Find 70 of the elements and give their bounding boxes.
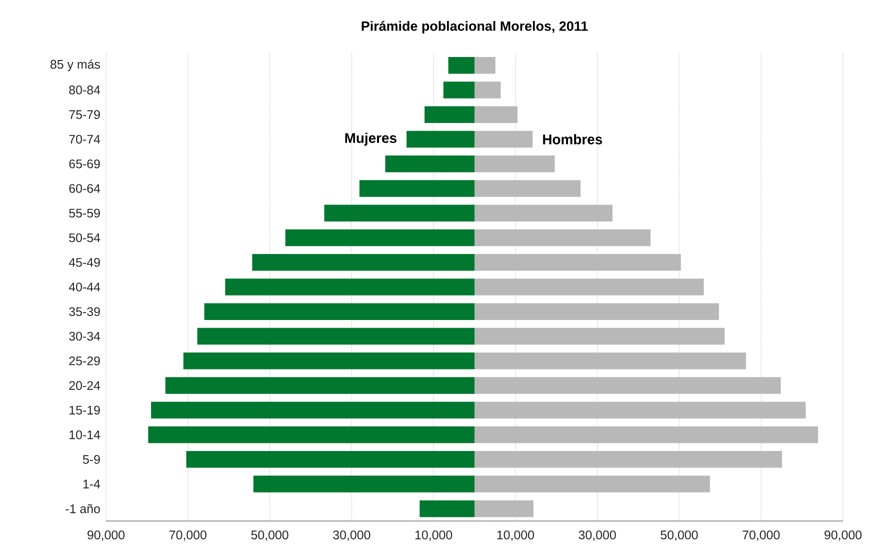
bar: [252, 254, 475, 271]
bar: [474, 56, 496, 74]
bar: [474, 130, 533, 148]
y-tick-label: 1-4: [83, 480, 100, 488]
bar: [253, 476, 475, 492]
bar: [148, 426, 475, 444]
bar: [165, 377, 475, 394]
chart-title: Pirámide poblacional Morelos, 2011: [362, 20, 588, 34]
bar: [474, 500, 534, 518]
bar: [424, 106, 475, 123]
bar: [443, 82, 475, 98]
y-tick-label: 35-39: [69, 307, 100, 316]
y-tick-label: -1 año: [66, 504, 100, 514]
bar: [474, 229, 651, 246]
bar: [474, 180, 581, 197]
bar: [474, 278, 704, 296]
bar: [474, 426, 818, 444]
bar: [474, 204, 612, 222]
bar: [474, 254, 681, 271]
bar: [359, 180, 475, 197]
bar: [420, 500, 475, 518]
x-tick-label: 10,000: [415, 530, 452, 541]
bar: [474, 476, 710, 492]
bar: [474, 328, 725, 345]
y-tick-label: 80-84: [69, 86, 100, 94]
x-tick-label: 90,000: [88, 530, 125, 541]
y-tick-label: 60-64: [69, 184, 100, 193]
y-tick-label: 85 y más: [50, 59, 100, 72]
bar: [324, 204, 475, 222]
series-label: Mujeres: [345, 132, 396, 146]
bar: [474, 451, 782, 468]
y-tick-label: 20-24: [69, 381, 100, 390]
y-tick-label: 15-19: [70, 406, 100, 415]
y-tick-label: 75-79: [69, 110, 100, 119]
y-tick-label: 5-9: [82, 455, 100, 464]
bar: [285, 229, 475, 246]
x-tick-label: 70,000: [169, 530, 206, 541]
bar: [406, 130, 475, 148]
series-label: Hombres: [543, 134, 602, 144]
bar: [385, 155, 475, 172]
y-tick-label: 30-34: [69, 332, 100, 341]
bar: [204, 303, 475, 320]
y-tick-label: 55-59: [69, 208, 100, 218]
bar: [225, 278, 475, 296]
bar: [474, 402, 806, 419]
x-tick-label: 70,000: [742, 530, 780, 541]
bar: [474, 82, 501, 98]
y-tick-label: 70-74: [69, 134, 100, 144]
bar: [197, 328, 475, 345]
bar: [474, 352, 746, 370]
y-tick-label: 40-44: [68, 282, 100, 292]
x-tick-label: 50,000: [660, 530, 698, 541]
bar: [448, 56, 475, 74]
bar: [186, 451, 475, 468]
y-tick-label: 45-49: [68, 258, 100, 267]
bar: [474, 106, 518, 123]
x-tick-label: 50,000: [251, 530, 288, 541]
bar: [474, 377, 781, 394]
y-tick-label: 50-54: [69, 233, 100, 242]
x-tick-label: 30,000: [578, 530, 616, 541]
y-tick-label: 10-14: [70, 430, 100, 440]
bar: [183, 352, 475, 370]
x-tick-label: 10,000: [497, 530, 534, 541]
bar: [474, 303, 719, 320]
x-tick-label: 90,000: [824, 530, 862, 541]
bar: [474, 155, 555, 172]
y-tick-label: 65-69: [69, 159, 100, 168]
x-tick-label: 30,000: [333, 530, 370, 541]
y-tick-label: 25-29: [69, 356, 100, 366]
bar: [151, 402, 475, 419]
